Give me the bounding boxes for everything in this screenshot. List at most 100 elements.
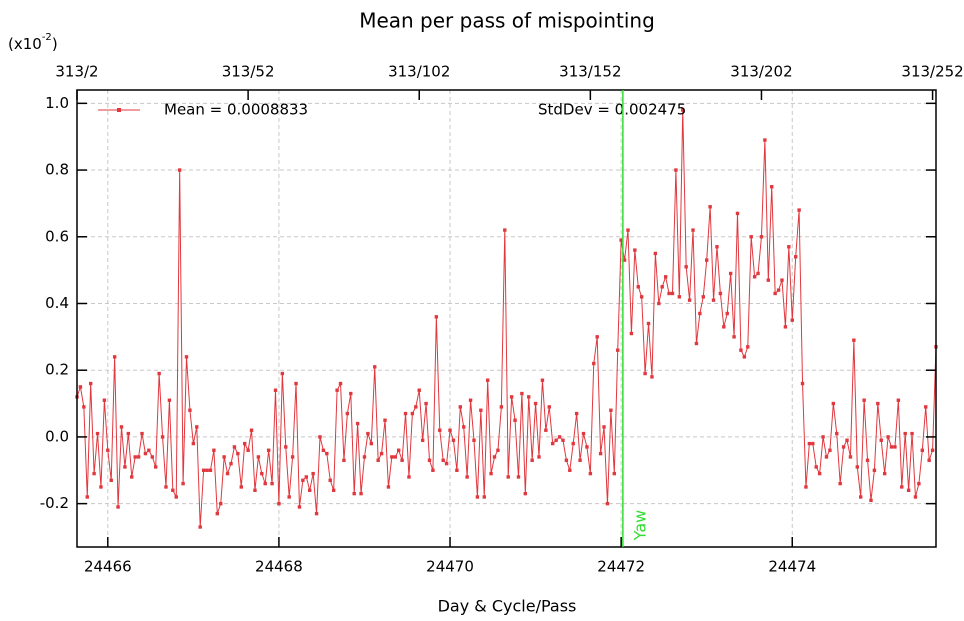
- point: [735, 211, 740, 216]
- x2-tick-label: 313/252: [901, 63, 963, 81]
- point: [674, 168, 678, 172]
- point: [605, 501, 610, 506]
- point: [280, 371, 285, 376]
- multiplier-base: (x10: [8, 35, 42, 53]
- point: [369, 441, 374, 446]
- point: [321, 448, 326, 452]
- point: [297, 505, 302, 509]
- point: [270, 481, 274, 486]
- point: [574, 411, 579, 416]
- point: [349, 391, 353, 396]
- point: [482, 495, 486, 499]
- point: [817, 471, 822, 476]
- point: [838, 481, 842, 486]
- point: [722, 325, 726, 329]
- point: [410, 411, 415, 416]
- point: [616, 348, 620, 352]
- point: [612, 471, 617, 476]
- point: [205, 468, 209, 472]
- point: [277, 501, 281, 506]
- point: [393, 455, 397, 459]
- point: [917, 481, 921, 486]
- x-tick-label: 24466: [84, 558, 132, 576]
- point: [629, 331, 634, 336]
- point: [920, 448, 925, 452]
- point: [95, 431, 100, 436]
- point: [677, 295, 682, 299]
- point: [520, 391, 524, 396]
- point: [311, 471, 315, 476]
- point: [776, 288, 781, 292]
- point: [639, 295, 644, 299]
- point: [383, 418, 387, 422]
- point: [691, 228, 695, 232]
- point: [106, 448, 110, 452]
- point: [222, 455, 226, 459]
- x-tick-label: 24470: [426, 558, 474, 576]
- point: [249, 428, 254, 432]
- point: [924, 405, 928, 409]
- point: [331, 488, 336, 492]
- point: [290, 455, 295, 459]
- point: [177, 168, 182, 172]
- point: [879, 438, 883, 442]
- point: [602, 425, 606, 429]
- y-tick-label: 0.6: [45, 227, 69, 245]
- point: [592, 361, 596, 366]
- point: [171, 488, 175, 492]
- x-tick-label: 24474: [768, 558, 816, 576]
- point: [325, 451, 329, 456]
- x-tick-label: 24472: [597, 558, 645, 576]
- point: [533, 401, 538, 406]
- point: [705, 258, 709, 262]
- point: [112, 355, 117, 359]
- x-tick-label: 24468: [255, 558, 303, 576]
- x2-tick-label: 313/202: [730, 63, 792, 81]
- point: [598, 451, 603, 456]
- point: [407, 475, 411, 479]
- point: [396, 448, 401, 452]
- point: [893, 445, 897, 449]
- point: [633, 248, 637, 252]
- point: [742, 355, 747, 359]
- point: [328, 478, 332, 482]
- point: [739, 348, 743, 352]
- point: [780, 278, 784, 282]
- point: [246, 448, 250, 452]
- point: [578, 458, 582, 462]
- point: [626, 228, 630, 232]
- point: [694, 341, 699, 346]
- point: [814, 465, 818, 469]
- point: [414, 405, 418, 409]
- point: [845, 438, 849, 442]
- point: [828, 448, 832, 452]
- point: [595, 335, 599, 339]
- point: [400, 458, 404, 462]
- point: [821, 435, 825, 439]
- point: [787, 245, 791, 249]
- point: [622, 258, 627, 262]
- y-tick-label: 0.8: [45, 161, 69, 179]
- x2-tick-label: 313/152: [559, 63, 621, 81]
- point: [609, 408, 613, 412]
- point: [109, 478, 113, 482]
- point: [643, 371, 647, 376]
- point: [715, 245, 719, 249]
- chart-title: Mean per pass of mispointing: [359, 9, 655, 33]
- point: [862, 398, 866, 402]
- point: [927, 458, 931, 462]
- point: [424, 401, 428, 406]
- point: [523, 491, 528, 496]
- point: [687, 298, 692, 302]
- point: [304, 475, 308, 479]
- plot-area: [75, 90, 938, 547]
- point: [181, 481, 185, 486]
- point: [588, 471, 593, 476]
- y-multiplier: (x10-2): [8, 32, 58, 53]
- point: [143, 451, 148, 456]
- point: [256, 455, 261, 459]
- point: [848, 455, 853, 459]
- point: [451, 438, 456, 442]
- point: [872, 468, 877, 472]
- point: [513, 418, 517, 422]
